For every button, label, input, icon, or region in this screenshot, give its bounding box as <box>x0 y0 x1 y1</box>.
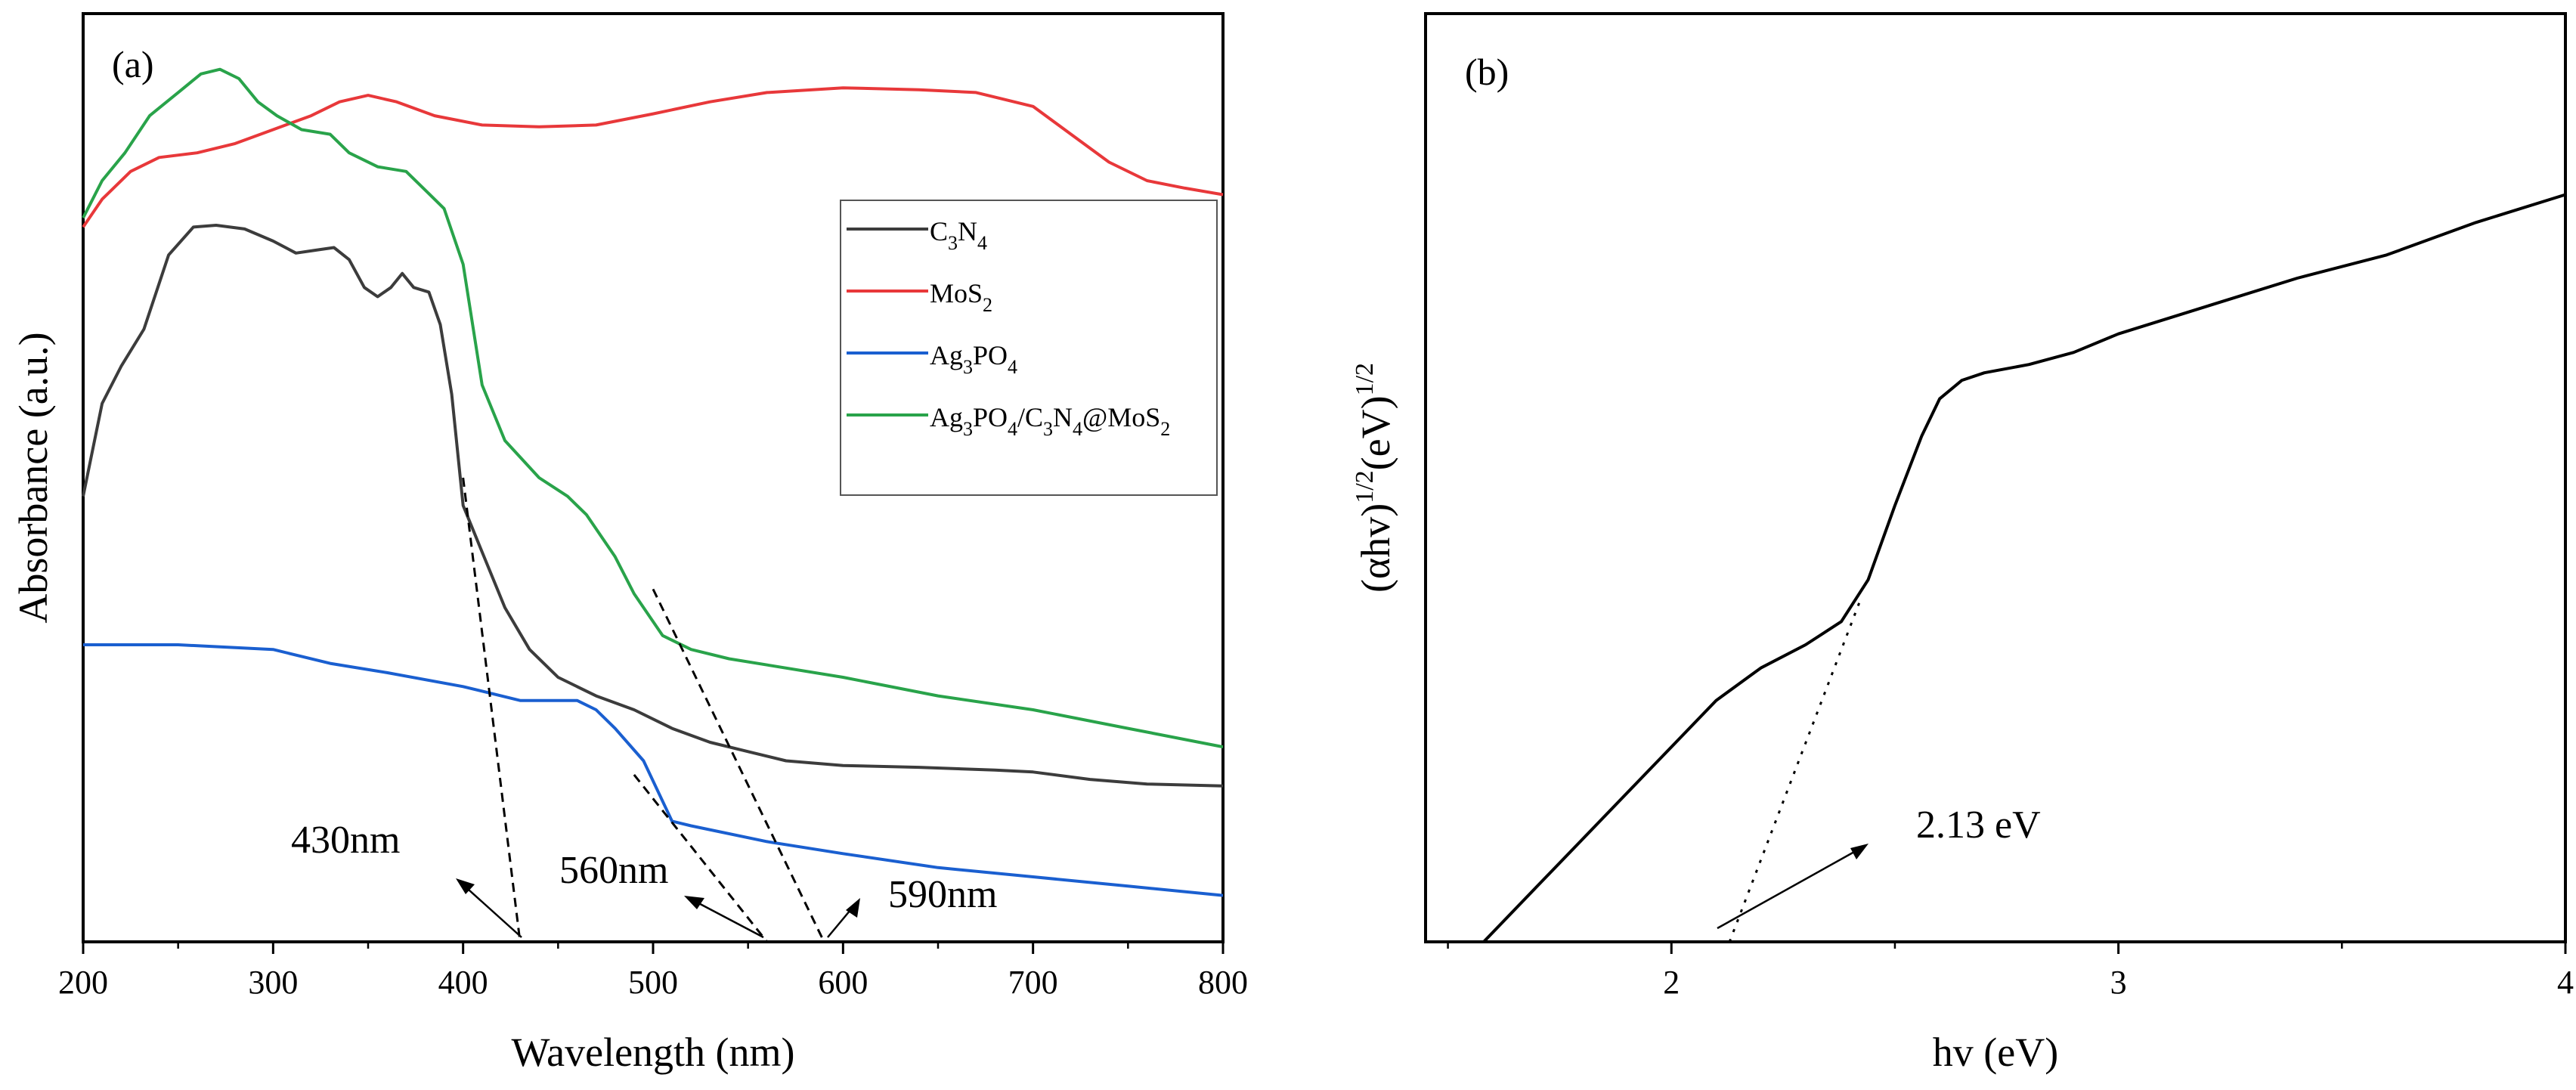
panel-b-series <box>1482 193 2566 943</box>
legend-label-c3n4: C3N4 <box>930 216 987 254</box>
legend-label-mos2: MoS2 <box>930 278 992 316</box>
x-tick-label: 4 <box>2557 964 2574 1001</box>
x-tick-label: 800 <box>1198 964 1248 1001</box>
x-tick-label: 2 <box>1663 964 1680 1001</box>
panel-b-x-axis-label: hv (eV) <box>1933 1030 2058 1075</box>
annotation-560nm: 560nm <box>559 849 668 892</box>
panel-b-label: (b) <box>1465 51 1509 93</box>
panel-a-label: (a) <box>112 43 154 85</box>
series-line-c3n4 <box>82 224 1224 788</box>
series-line-ag3po4-c3n4-mos2 <box>82 67 1224 749</box>
arrowhead-590nm <box>846 898 860 918</box>
series-line-ag3po4 <box>83 643 1224 897</box>
x-tick-label: 700 <box>1008 964 1058 1001</box>
arrow-430nm <box>460 882 522 938</box>
x-tick-label: 3 <box>2110 964 2127 1001</box>
arrowhead-560nm <box>684 896 704 909</box>
tangent-line-2-13-ev <box>1728 602 1861 943</box>
panel-b-annotations: 2.13 eV <box>1717 804 2041 930</box>
panel-a-y-axis-label: Absorbance (a.u.) <box>11 332 56 623</box>
x-tick-label: 500 <box>628 964 678 1001</box>
panel-b-frame <box>1424 12 2567 943</box>
annotation-590nm: 590nm <box>888 873 997 916</box>
panel-b-y-axis-label: (αhv)1/2(eV)1/2 <box>1351 363 1398 593</box>
arrow-560nm <box>691 898 764 939</box>
legend-label-composite: Ag3PO4/C3N4@MoS2 <box>930 402 1170 440</box>
legend-label-ag3po4: Ag3PO4 <box>930 340 1017 378</box>
tangent-line-430nm <box>462 477 522 943</box>
panel-a-x-ticks: 200 300 400 500 600 700 800 <box>58 942 1248 1001</box>
panel-a-annotations: 430nm 560nm 590nm <box>291 819 997 939</box>
panel-a-x-axis-label: Wavelength (nm) <box>511 1030 794 1075</box>
annotation-430nm: 430nm <box>291 819 400 862</box>
panel-a-legend: C3N4 MoS2 Ag3PO4 Ag3PO4/C3N4@MoS2 <box>840 200 1218 496</box>
series-line-tauc-plot <box>1482 193 2566 943</box>
annotation-2-13-ev: 2.13 eV <box>1916 804 2041 847</box>
tangent-line-560nm <box>633 774 768 943</box>
arrowhead-430nm <box>456 878 475 894</box>
tangent-line-590nm <box>652 588 825 943</box>
panel-a: 200 300 400 500 600 700 800 (a) Wavelength (nm… <box>11 12 1248 1075</box>
x-tick-label: 300 <box>248 964 298 1001</box>
legend-box <box>840 200 1218 496</box>
panel-b-tangents <box>1728 602 1861 943</box>
x-tick-label: 400 <box>438 964 488 1001</box>
panel-b: 2 3 4 (b) hv (eV) (αhv)1/2(eV)1/2 2.13 eV <box>1351 12 2574 1075</box>
series-line-mos2 <box>82 86 1224 228</box>
x-tick-label: 600 <box>818 964 868 1001</box>
x-tick-label: 200 <box>58 964 108 1001</box>
arrowhead-2-13-ev <box>1850 844 1869 859</box>
panel-b-x-ticks: 2 3 4 <box>1447 942 2574 1001</box>
arrow-2-13-ev <box>1717 847 1862 930</box>
panel-a-series <box>82 67 1224 897</box>
panel-a-tangents <box>462 477 825 943</box>
